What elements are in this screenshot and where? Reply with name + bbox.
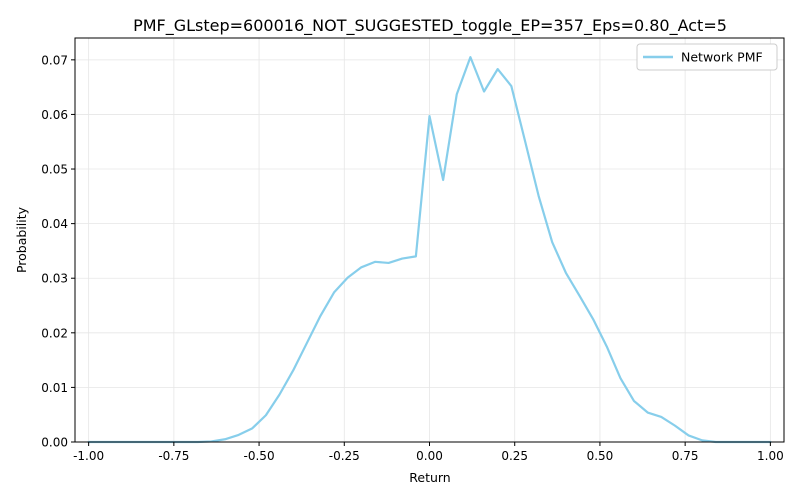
x-tick-label: 1.00 — [757, 449, 784, 463]
grid — [75, 38, 784, 443]
y-tick-label: 0.05 — [41, 163, 68, 177]
legend-box — [636, 43, 778, 71]
x-tick-label: 0.00 — [416, 449, 443, 463]
x-axis-ticks: -1.00 -0.75 -0.50 -0.25 0.00 0.25 0.50 0.75 1.00 — [73, 442, 784, 463]
y-tick-label: 0.04 — [41, 217, 68, 231]
y-tick-label: 0.00 — [41, 436, 68, 450]
x-tick-label: -0.25 — [329, 449, 360, 463]
y-axis-ticks: 0.00 0.01 0.02 0.03 0.04 0.05 0.06 0.07 — [41, 53, 75, 450]
legend-label-network-pmf: Network PMF — [681, 50, 763, 65]
x-tick-label: 0.25 — [501, 449, 528, 463]
x-tick-label: 0.75 — [672, 449, 699, 463]
y-tick-label: 0.07 — [41, 53, 68, 67]
y-tick-label: 0.06 — [41, 108, 68, 122]
x-tick-label: -1.00 — [73, 449, 104, 463]
y-tick-label: 0.02 — [41, 326, 68, 340]
y-axis-label: Probability — [14, 206, 29, 273]
y-tick-label: 0.03 — [41, 272, 68, 286]
chart-title: PMF_GLstep=600016_NOT_SUGGESTED_toggle_E… — [133, 16, 727, 36]
x-tick-label: -0.50 — [244, 449, 275, 463]
x-tick-label: -0.75 — [158, 449, 189, 463]
x-tick-label: 0.50 — [587, 449, 614, 463]
legend: Network PMF — [636, 43, 778, 71]
x-axis-label: Return — [409, 470, 450, 485]
y-tick-label: 0.01 — [41, 381, 68, 395]
